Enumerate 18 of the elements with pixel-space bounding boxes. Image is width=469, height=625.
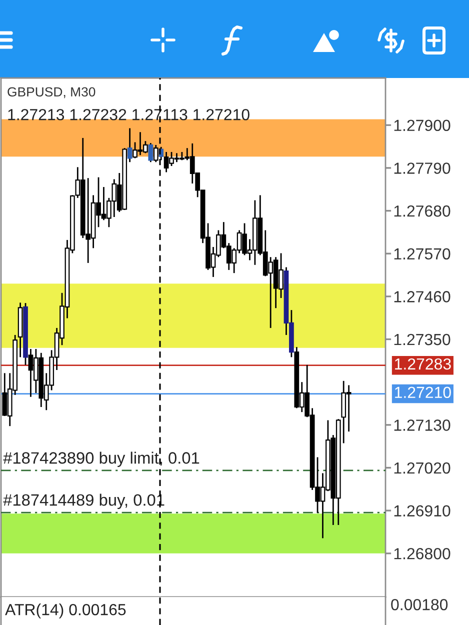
ref-line-label: 1.27210 bbox=[395, 386, 451, 398]
text: 1.27213 1.27232 1.27113 1.27210 bbox=[8, 108, 250, 120]
text: GBPUSD, M30 bbox=[8, 87, 96, 98]
ref-line-label: 1.27283 bbox=[395, 358, 451, 370]
y-tick-label: 1.27130 bbox=[394, 420, 450, 431]
y-tick-label: 1.27350 bbox=[394, 334, 450, 346]
ref-line-label: #187414489 buy, 0.01 bbox=[3, 494, 164, 510]
y-tick-label: 1.27680 bbox=[394, 205, 450, 217]
y-tick-label: 1.26910 bbox=[394, 505, 450, 517]
text: ATR(14) 0.00165 bbox=[5, 604, 126, 618]
ref-line-label: #187423890 buy limit, 0.01 bbox=[3, 452, 200, 467]
y-tick-label: 1.27900 bbox=[394, 120, 450, 132]
y-tick-label: 1.27570 bbox=[394, 248, 450, 260]
y-tick-label: 1.27020 bbox=[394, 462, 450, 474]
y-tick-label: 1.26800 bbox=[394, 548, 450, 560]
text: 0.00180 bbox=[391, 598, 448, 610]
y-tick-label: 1.27790 bbox=[394, 162, 450, 174]
y-tick-label: 1.27460 bbox=[394, 291, 450, 302]
